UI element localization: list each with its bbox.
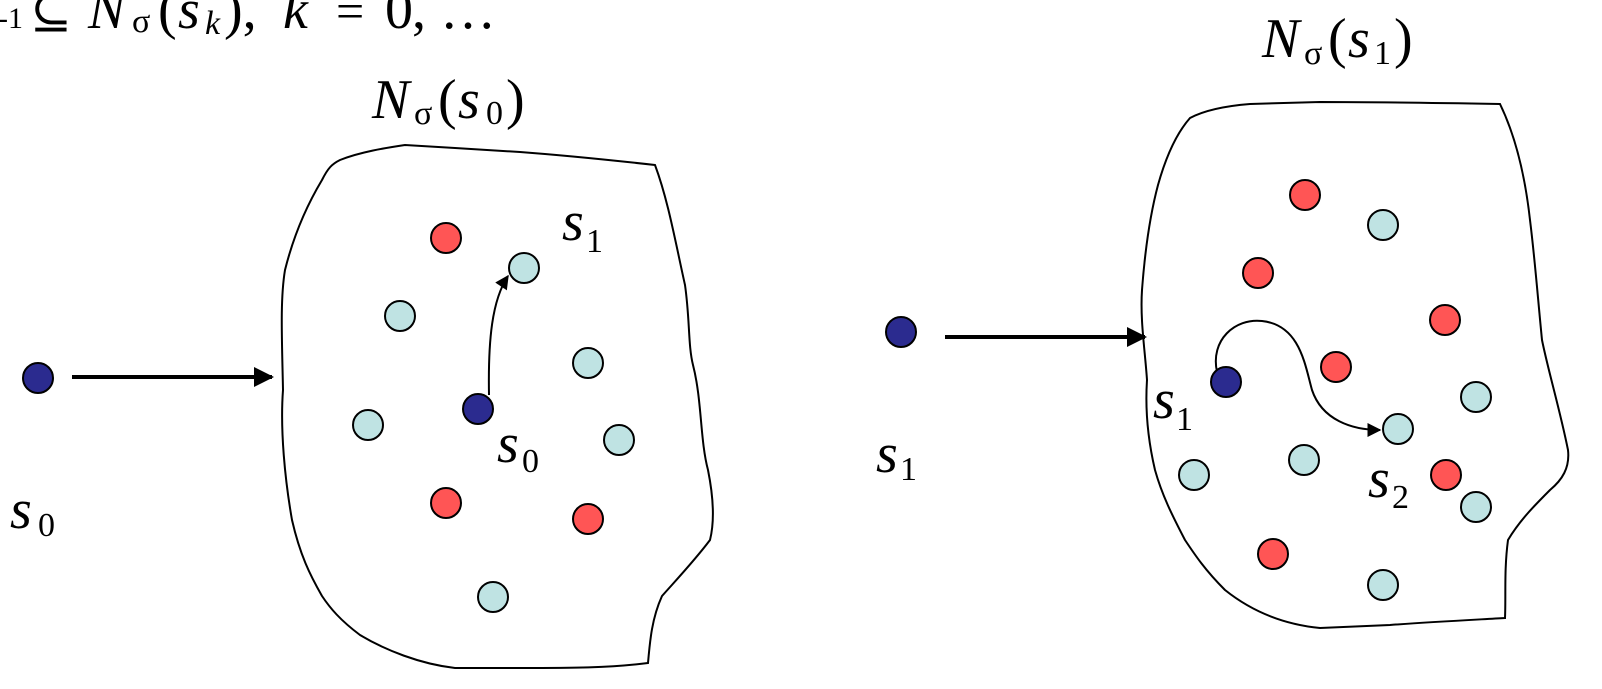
right-red-state [1242, 257, 1274, 289]
right-cyan-state [1382, 413, 1414, 445]
left-panel: N σ ( s 0 ) s 0 [10, 69, 714, 669]
right-cyan-state [1178, 459, 1210, 491]
right-red-state [1430, 459, 1462, 491]
right-inner-current-label: s 1 [1153, 369, 1193, 438]
top-formula-ellipsis: , … [412, 0, 496, 41]
svg-text:0: 0 [522, 443, 539, 480]
svg-text:1: 1 [586, 223, 603, 260]
right-inner-next-label: s 2 [1368, 448, 1409, 516]
right-red-state [1257, 538, 1289, 570]
svg-text:s: s [562, 191, 584, 253]
left-cyan-state [572, 347, 604, 379]
left-cyan-state [384, 300, 416, 332]
right-cyan-state [1288, 444, 1320, 476]
right-cyan-state [1367, 209, 1399, 241]
right-cyan-state [1460, 491, 1492, 523]
left-outside-state-label: s 0 [10, 479, 55, 544]
svg-text:N: N [1261, 8, 1302, 70]
svg-text:(: ( [1328, 8, 1347, 70]
svg-text:s: s [1153, 369, 1175, 431]
svg-text:): ) [1394, 8, 1413, 70]
svg-text:0: 0 [38, 507, 55, 544]
right-cyan-state [1460, 381, 1492, 413]
left-neighborhood-label: N σ ( s 0 ) [371, 69, 525, 132]
right-outside-current-state [885, 316, 917, 348]
top-formula-zero: 0 [385, 0, 413, 41]
left-cyan-state [352, 409, 384, 441]
right-neighborhood-label: N σ ( s 1 ) [1261, 8, 1413, 72]
top-formula-n: N [87, 0, 128, 41]
svg-text:s: s [497, 413, 519, 475]
left-inner-current-label: s 0 [497, 413, 539, 480]
left-red-state [572, 503, 604, 535]
svg-text:s: s [10, 479, 32, 541]
left-outside-current-state [22, 362, 54, 394]
svg-text:s: s [1368, 448, 1390, 510]
right-cyan-state [1367, 569, 1399, 601]
right-red-state [1289, 179, 1321, 211]
svg-text:s: s [458, 69, 480, 131]
top-formula-sub: -1 [0, 2, 23, 35]
right-inner-current-state [1210, 366, 1242, 398]
top-formula: -1 ⊆ N σ ( s k ), k = 0 , … [0, 0, 496, 42]
svg-text:1: 1 [900, 451, 917, 488]
left-move-arrow [487, 274, 509, 396]
left-inner-next-label: s 1 [562, 191, 603, 260]
svg-text:1: 1 [1176, 401, 1193, 438]
top-formula-sigma: σ [132, 3, 150, 40]
svg-text:N: N [371, 69, 412, 131]
top-formula-open-paren: ( [158, 0, 177, 41]
left-neighborhood-region [280, 143, 714, 669]
svg-text:s: s [1348, 8, 1370, 70]
svg-text:s: s [876, 423, 898, 485]
svg-text:0: 0 [486, 95, 503, 132]
right-neighborhood-region [1140, 100, 1570, 630]
svg-text:σ: σ [414, 95, 432, 132]
svg-text:2: 2 [1392, 479, 1409, 516]
top-formula-k-sub: k [205, 5, 221, 42]
left-cyan-state [603, 424, 635, 456]
top-formula-k: k [283, 0, 309, 41]
left-cyan-state [477, 581, 509, 613]
left-red-state [430, 222, 462, 254]
right-move-arrow [1214, 319, 1382, 437]
left-cyan-state [508, 252, 540, 284]
svg-text:1: 1 [1374, 35, 1391, 72]
right-panel: N σ ( s 1 ) s 1 [876, 8, 1570, 630]
top-formula-subset-symbol: ⊆ [30, 0, 72, 39]
right-outside-state-label: s 1 [876, 423, 917, 488]
right-red-state [1429, 304, 1461, 336]
left-red-state [430, 487, 462, 519]
left-inner-current-state [462, 393, 494, 425]
top-formula-equals: = [336, 0, 364, 39]
svg-text:σ: σ [1304, 35, 1322, 72]
svg-text:): ) [506, 69, 525, 131]
top-formula-close-comma: ), [224, 0, 257, 41]
top-formula-s: s [178, 0, 200, 41]
svg-text:(: ( [438, 69, 457, 131]
right-red-state [1320, 351, 1352, 383]
